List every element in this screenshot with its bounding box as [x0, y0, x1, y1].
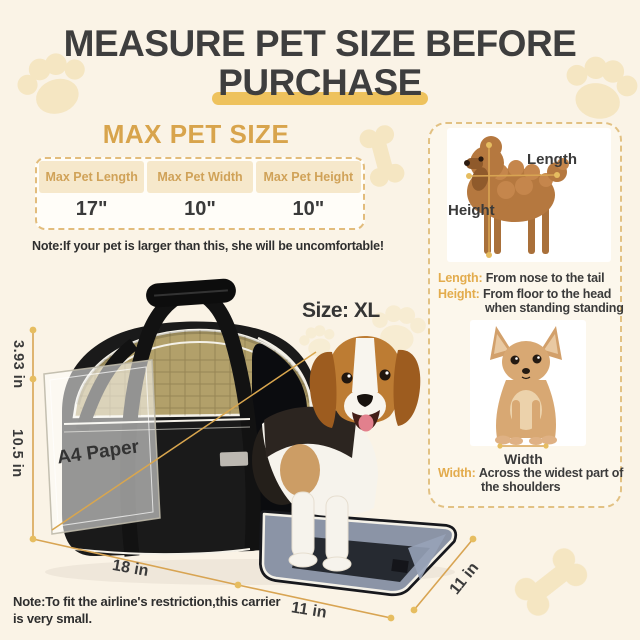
height-desc-line1: From floor to the head	[482, 287, 612, 301]
width-desc-line2: the shoulders	[481, 480, 561, 494]
chihuahua-photo-box	[470, 320, 586, 446]
page-title: MEASURE PET SIZE BEFORE PURCHASE	[0, 23, 640, 104]
height-desc-line2: when standing standing	[485, 301, 624, 315]
beagle-rear	[252, 415, 312, 505]
airline-restriction-note: Note:To fit the airline's restriction,th…	[13, 594, 281, 628]
page-title-line1: MEASURE PET SIZE BEFORE	[63, 23, 577, 64]
title-underline	[212, 92, 428, 105]
length-desc: From nose to the tail	[485, 271, 605, 285]
size-xl-label: Size: XL	[302, 299, 380, 322]
airline-restriction-note-line1: Note:To fit the airline's restriction,th…	[13, 594, 281, 609]
page-title-line2: PURCHASE	[218, 62, 422, 104]
size-warning-note: Note:If your pet is larger than this, sh…	[32, 239, 384, 253]
width-annotation-label: Width	[504, 451, 543, 467]
table-header-width: Max Pet Width	[147, 161, 253, 193]
height-annotation-label: Height	[448, 202, 495, 219]
carrier-illustration	[62, 278, 318, 557]
height-definition: Height: From floor to the head	[438, 287, 611, 301]
width-definition-cont: the shoulders	[481, 480, 561, 494]
height-definition-cont: when standing standing	[485, 301, 624, 315]
table-header-height: Max Pet Height	[255, 161, 361, 193]
beagle-illustration	[262, 336, 421, 572]
carrier-handle	[146, 278, 236, 308]
max-pet-size-heading: MAX PET SIZE	[102, 119, 290, 149]
carrier-open-flap	[259, 510, 458, 597]
width-desc-line1: Across the widest part of	[478, 466, 624, 480]
dim-label-11in-front: 11 in	[289, 599, 328, 622]
poodle-photo-box	[447, 128, 611, 262]
carrier-shadow	[45, 559, 455, 585]
length-definition: Length: From nose to the tail	[438, 271, 605, 285]
table-value-length: 17"	[75, 198, 108, 220]
dim-label-10-5in: 10.5 in	[9, 429, 25, 478]
height-term: Height:	[438, 287, 480, 301]
airline-restriction-note-line2: is very small.	[13, 610, 92, 626]
dim-label-18in: 18 in	[110, 556, 150, 581]
width-definition: Width: Across the widest part of	[438, 466, 623, 480]
table-value-width: 10"	[184, 198, 216, 220]
table-value-height: 10"	[292, 198, 325, 220]
dim-label-11in-right: 11 in	[446, 559, 483, 598]
paw-print-icon	[296, 322, 339, 361]
a4-paper-label: A4 Paper	[55, 436, 141, 469]
bone-icon	[510, 543, 592, 621]
width-term: Width:	[438, 466, 476, 480]
length-annotation-label: Length	[527, 151, 577, 168]
length-term: Length:	[438, 271, 483, 285]
max-pet-size-table: Max Pet Length Max Pet Width Max Pet Hei…	[35, 157, 365, 230]
table-header-length: Max Pet Length	[39, 161, 145, 193]
dim-label-3-93in: 3.93 in	[10, 340, 26, 389]
